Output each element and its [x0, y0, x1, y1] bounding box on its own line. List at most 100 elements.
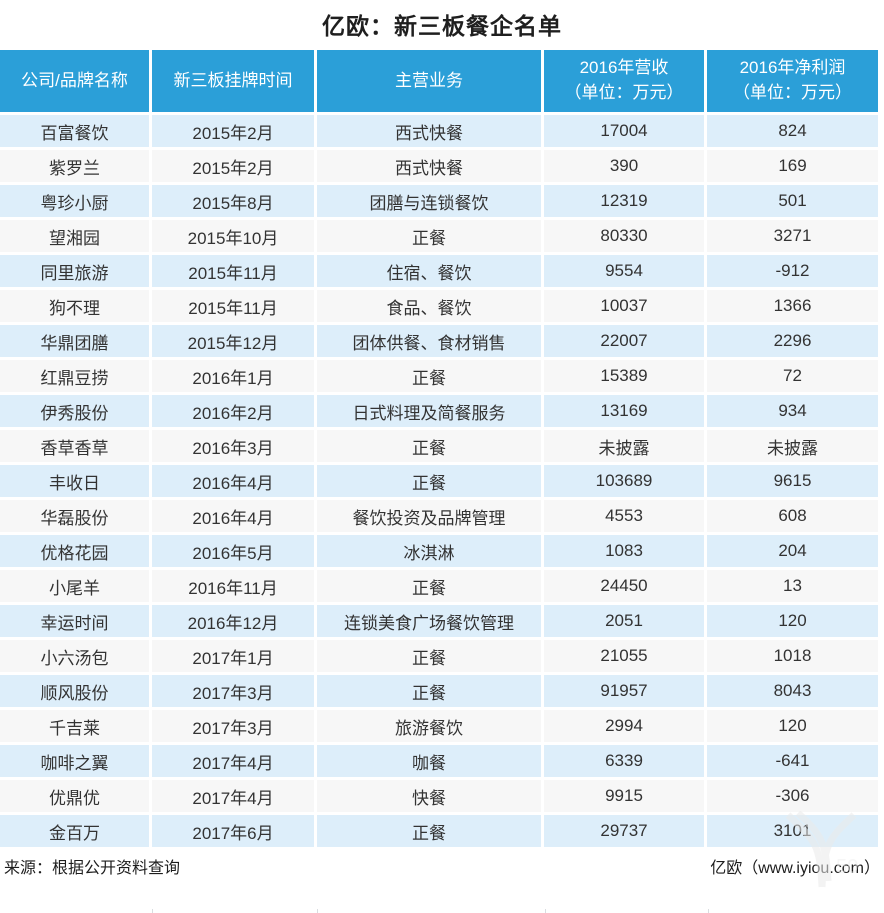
- listing-date-cell: 2015年11月: [152, 255, 314, 287]
- table-header: 公司/品牌名称 新三板挂牌时间 主营业务 2016年营收 （单位：万元） 201…: [0, 50, 878, 112]
- table-row: 狗不理 2015年11月 食品、餐饮 10037 1366: [0, 290, 878, 322]
- header-revenue-2016-unit: （单位：万元）: [564, 83, 684, 102]
- revenue-2016-cell: 29737: [544, 815, 704, 847]
- main-business-cell: 食品、餐饮: [317, 290, 541, 322]
- net-profit-2016-cell: 934: [707, 395, 878, 427]
- header-company-label: 公司/品牌名称: [21, 70, 128, 90]
- listing-date-cell: 2015年10月: [152, 220, 314, 252]
- footer: 来源：根据公开资料查询 亿欧（www.iyiou.com）: [4, 854, 880, 878]
- net-profit-2016-cell: 120: [707, 605, 878, 637]
- header-main-business-label: 主营业务: [395, 70, 463, 90]
- main-business-cell: 团体供餐、食材销售: [317, 325, 541, 357]
- company-cell: 粤珍小厨: [0, 185, 149, 217]
- net-profit-2016-cell: 2296: [707, 325, 878, 357]
- revenue-2016-cell: 24450: [544, 570, 704, 602]
- table-row: 优鼎优 2017年4月 快餐 9915 -306: [0, 780, 878, 812]
- main-business-cell: 正餐: [317, 465, 541, 497]
- table-row: 百富餐饮 2015年2月 西式快餐 17004 824: [0, 115, 878, 147]
- main-business-cell: 正餐: [317, 640, 541, 672]
- net-profit-2016-cell: 8043: [707, 675, 878, 707]
- table-row: 华鼎团膳 2015年12月 团体供餐、食材销售 22007 2296: [0, 325, 878, 357]
- listing-date-cell: 2017年4月: [152, 780, 314, 812]
- company-cell: 百富餐饮: [0, 115, 149, 147]
- revenue-2016-cell: 6339: [544, 745, 704, 777]
- cutoff-row-divider: [0, 909, 884, 913]
- table-body: 百富餐饮 2015年2月 西式快餐 17004 824 紫罗兰 2015年2月 西式快餐 390…: [0, 115, 878, 847]
- main-business-cell: 正餐: [317, 430, 541, 462]
- listing-date-cell: 2016年4月: [152, 500, 314, 532]
- header-net-profit-2016-label: 2016年净利润: [739, 58, 846, 78]
- main-business-cell: 快餐: [317, 780, 541, 812]
- page-title: 亿欧：新三板餐企名单: [322, 13, 562, 39]
- table-row: 小尾羊 2016年11月 正餐 24450 13: [0, 570, 878, 602]
- net-profit-2016-cell: 未披露: [707, 430, 878, 462]
- table-row: 丰收日 2016年4月 正餐 103689 9615: [0, 465, 878, 497]
- table-row: 小六汤包 2017年1月 正餐 21055 1018: [0, 640, 878, 672]
- table-row: 顺风股份 2017年3月 正餐 91957 8043: [0, 675, 878, 707]
- main-business-cell: 连锁美食广场餐饮管理: [317, 605, 541, 637]
- net-profit-2016-cell: 13: [707, 570, 878, 602]
- net-profit-2016-cell: 3271: [707, 220, 878, 252]
- revenue-2016-cell: 2994: [544, 710, 704, 742]
- net-profit-2016-cell: 120: [707, 710, 878, 742]
- revenue-2016-cell: 80330: [544, 220, 704, 252]
- revenue-2016-cell: 103689: [544, 465, 704, 497]
- company-cell: 优格花园: [0, 535, 149, 567]
- listing-date-cell: 2016年2月: [152, 395, 314, 427]
- company-cell: 金百万: [0, 815, 149, 847]
- revenue-2016-cell: 12319: [544, 185, 704, 217]
- revenue-2016-cell: 4553: [544, 500, 704, 532]
- revenue-2016-cell: 未披露: [544, 430, 704, 462]
- listing-date-cell: 2017年1月: [152, 640, 314, 672]
- table-row: 香草香草 2016年3月 正餐 未披露 未披露: [0, 430, 878, 462]
- table-row: 紫罗兰 2015年2月 西式快餐 390 169: [0, 150, 878, 182]
- listing-date-cell: 2015年2月: [152, 115, 314, 147]
- listing-date-cell: 2015年12月: [152, 325, 314, 357]
- listing-date-cell: 2017年3月: [152, 675, 314, 707]
- net-profit-2016-cell: 608: [707, 500, 878, 532]
- header-listing-date: 新三板挂牌时间: [152, 50, 314, 112]
- company-cell: 望湘园: [0, 220, 149, 252]
- company-cell: 优鼎优: [0, 780, 149, 812]
- net-profit-2016-cell: 3101: [707, 815, 878, 847]
- company-cell: 华鼎团膳: [0, 325, 149, 357]
- revenue-2016-cell: 9554: [544, 255, 704, 287]
- listing-date-cell: 2015年11月: [152, 290, 314, 322]
- table-row: 金百万 2017年6月 正餐 29737 3101: [0, 815, 878, 847]
- net-profit-2016-cell: 1018: [707, 640, 878, 672]
- net-profit-2016-cell: 169: [707, 150, 878, 182]
- header-company: 公司/品牌名称: [0, 50, 149, 112]
- listing-date-cell: 2016年4月: [152, 465, 314, 497]
- main-business-cell: 正餐: [317, 570, 541, 602]
- listing-date-cell: 2016年1月: [152, 360, 314, 392]
- net-profit-2016-cell: -641: [707, 745, 878, 777]
- listing-date-cell: 2017年3月: [152, 710, 314, 742]
- table-row: 咖啡之翼 2017年4月 咖餐 6339 -641: [0, 745, 878, 777]
- table-row: 优格花园 2016年5月 冰淇淋 1083 204: [0, 535, 878, 567]
- listing-date-cell: 2015年8月: [152, 185, 314, 217]
- listing-date-cell: 2015年2月: [152, 150, 314, 182]
- listing-date-cell: 2017年4月: [152, 745, 314, 777]
- header-net-profit-2016: 2016年净利润 （单位：万元）: [707, 50, 878, 112]
- revenue-2016-cell: 1083: [544, 535, 704, 567]
- companies-table: 公司/品牌名称 新三板挂牌时间 主营业务 2016年营收 （单位：万元） 201…: [0, 47, 881, 850]
- main-business-cell: 西式快餐: [317, 150, 541, 182]
- net-profit-2016-cell: 1366: [707, 290, 878, 322]
- revenue-2016-cell: 2051: [544, 605, 704, 637]
- header-main-business: 主营业务: [317, 50, 541, 112]
- company-cell: 香草香草: [0, 430, 149, 462]
- company-cell: 同里旅游: [0, 255, 149, 287]
- company-cell: 紫罗兰: [0, 150, 149, 182]
- revenue-2016-cell: 15389: [544, 360, 704, 392]
- table-row: 伊秀股份 2016年2月 日式料理及简餐服务 13169 934: [0, 395, 878, 427]
- header-revenue-2016: 2016年营收 （单位：万元）: [544, 50, 704, 112]
- net-profit-2016-cell: -306: [707, 780, 878, 812]
- brand-credit: 亿欧（www.iyiou.com）: [710, 860, 880, 877]
- net-profit-2016-cell: 204: [707, 535, 878, 567]
- company-cell: 咖啡之翼: [0, 745, 149, 777]
- main-business-cell: 餐饮投资及品牌管理: [317, 500, 541, 532]
- revenue-2016-cell: 21055: [544, 640, 704, 672]
- net-profit-2016-cell: -912: [707, 255, 878, 287]
- listing-date-cell: 2016年11月: [152, 570, 314, 602]
- net-profit-2016-cell: 9615: [707, 465, 878, 497]
